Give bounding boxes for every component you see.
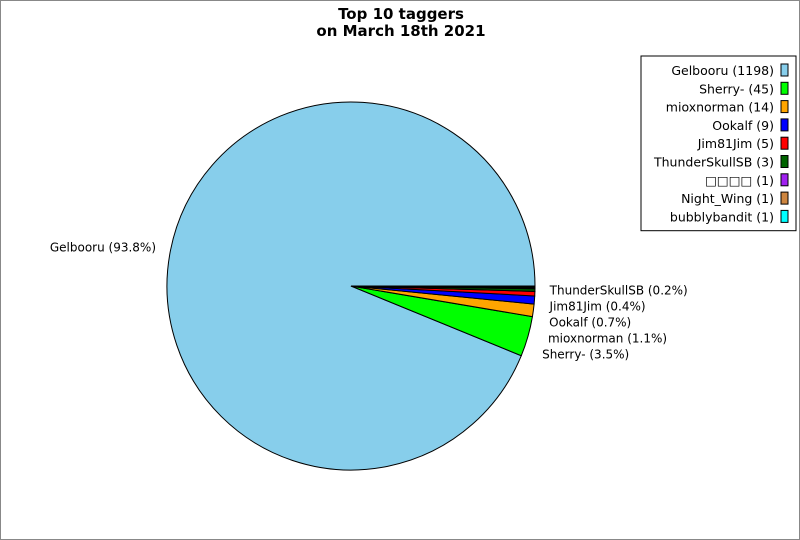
pie-slice-8 xyxy=(350,285,536,288)
slice-label-3: Ookalf (0.7%) xyxy=(549,315,631,329)
slice-label-2: mioxnorman (1.1%) xyxy=(548,331,667,345)
legend-label-6: □□□□ (1) xyxy=(705,173,774,188)
legend-swatch-7 xyxy=(780,191,789,205)
legend-label-5: ThunderSkullSB (3) xyxy=(653,155,774,170)
legend-swatch-0 xyxy=(780,63,789,77)
slice-label-4: Jim81Jim (0.4%) xyxy=(549,299,646,313)
legend-label-8: bubblybandit (1) xyxy=(670,209,774,224)
legend-label-0: Gelbooru (1198) xyxy=(671,63,774,78)
legend-label-3: Ookalf (9) xyxy=(712,118,774,133)
legend-label-4: Jim81Jim (5) xyxy=(697,136,774,151)
legend-label-2: mioxnorman (14) xyxy=(666,100,774,115)
slice-label-1: Sherry- (3.5%) xyxy=(542,347,629,361)
legend-swatch-5 xyxy=(780,155,789,168)
legend-label-7: Night_Wing (1) xyxy=(681,191,774,206)
legend-swatch-4 xyxy=(780,136,789,150)
slice-label-0: Gelbooru (93.8%) xyxy=(50,241,156,255)
chart-title-line-1: Top 10 taggers xyxy=(338,5,464,23)
chart-title-line-2: on March 18th 2021 xyxy=(316,22,485,40)
legend-swatch-8 xyxy=(780,209,789,223)
legend-swatch-6 xyxy=(780,173,789,187)
slice-label-5: ThunderSkullSB (0.2%) xyxy=(549,283,688,297)
legend-box xyxy=(640,55,797,232)
legend-swatch-2 xyxy=(780,100,789,114)
legend-swatch-1 xyxy=(780,81,789,95)
legend-swatch-3 xyxy=(780,118,789,132)
legend: Gelbooru (1198) Sherry- (45) mioxnorman (1… xyxy=(640,55,797,232)
legend-label-1: Sherry- (45) xyxy=(699,81,774,96)
